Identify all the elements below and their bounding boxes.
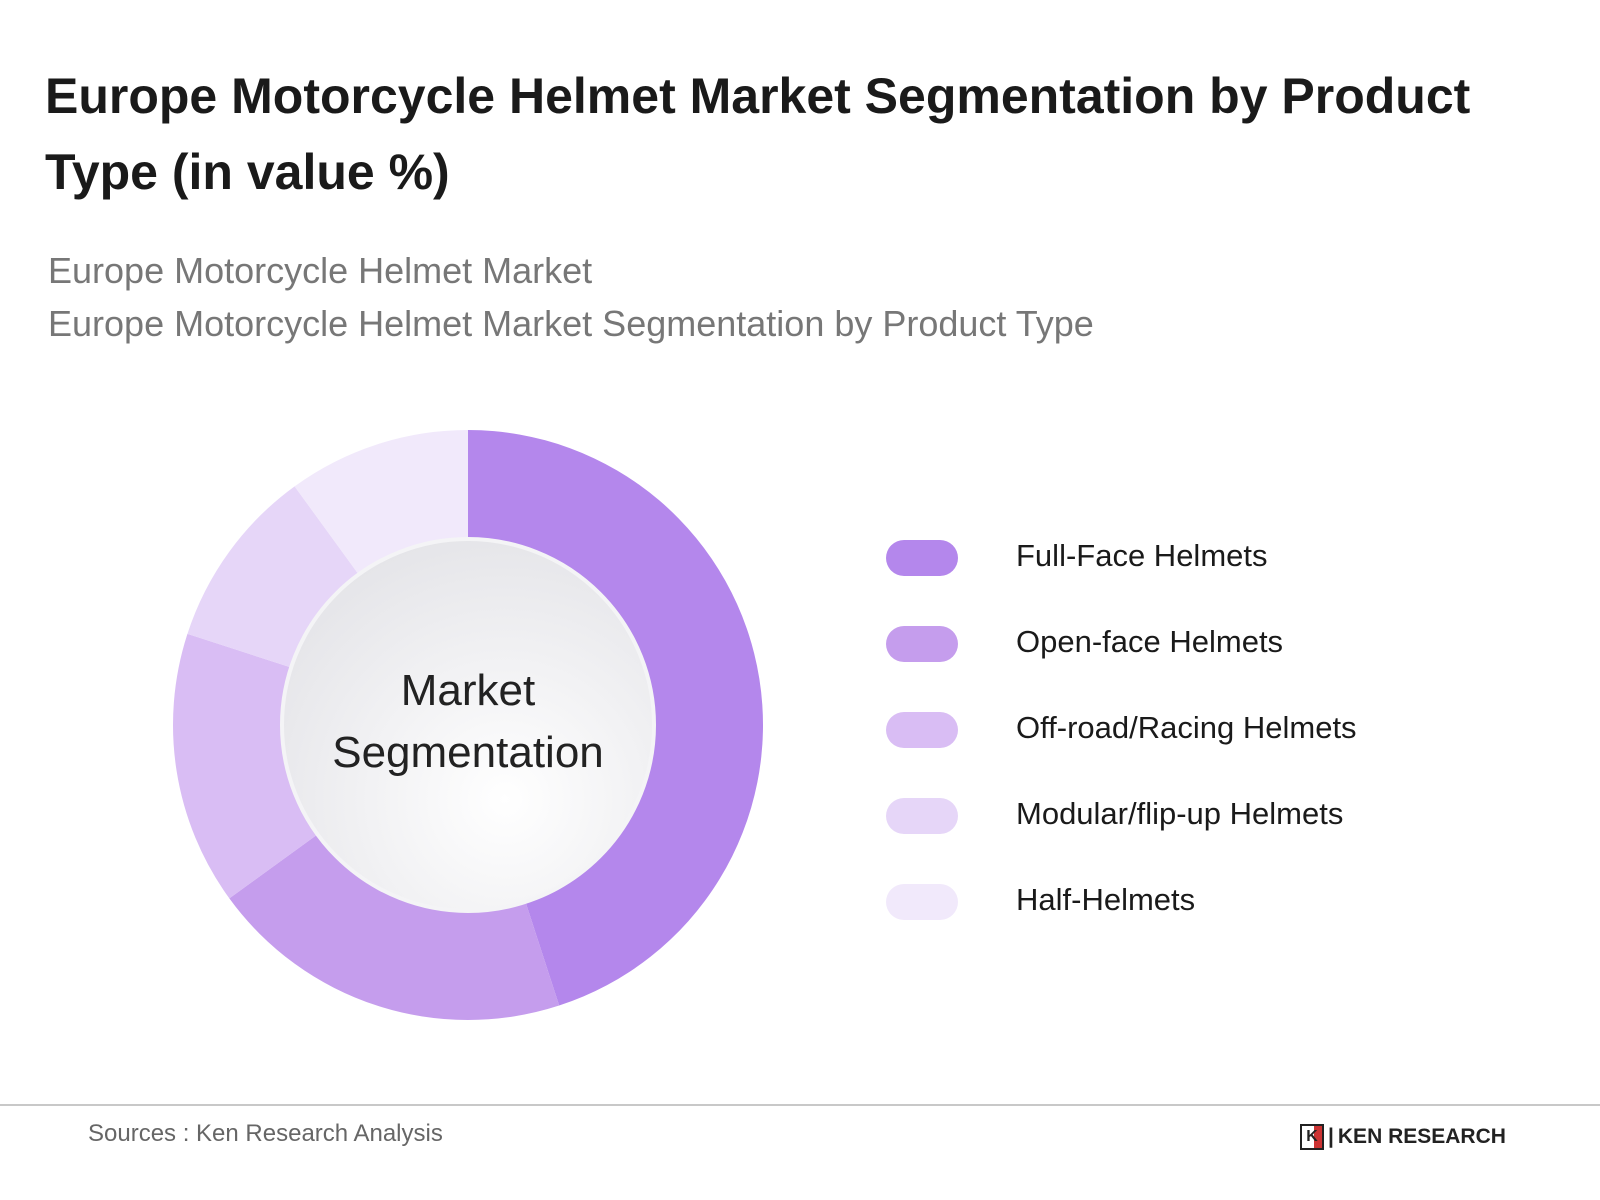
subtitle-1: Europe Motorcycle Helmet Market [48, 250, 593, 291]
center-label-line-1: Market [400, 666, 536, 715]
legend-swatch [886, 798, 958, 834]
legend-item: Open-face Helmets [886, 624, 1486, 666]
legend-swatch [886, 626, 958, 662]
ken-research-logo: K | KEN RESEARCH [1300, 1124, 1506, 1150]
center-label: Market Segmentation [288, 660, 648, 784]
slice-half-helmets [294, 430, 468, 575]
legend-item: Modular/flip-up Helmets [886, 796, 1486, 838]
legend-swatch [886, 712, 958, 748]
legend-item: Off-road/Racing Helmets [886, 710, 1486, 752]
legend-label: Modular/flip-up Helmets [1016, 796, 1344, 831]
legend-swatch [886, 540, 958, 576]
subtitle-2: Europe Motorcycle Helmet Market Segmenta… [48, 303, 1094, 344]
slice-open-face-helmets [229, 834, 560, 1020]
divider [0, 1104, 1600, 1106]
slice-off-road-racing-helmets [173, 633, 318, 899]
donut-center [280, 537, 656, 913]
legend-item: Half-Helmets [886, 882, 1486, 924]
legend-label: Half-Helmets [1016, 882, 1196, 917]
legend-item: Full-Face Helmets [886, 538, 1486, 580]
legend-label: Open-face Helmets [1016, 624, 1284, 659]
source-note: Sources : Ken Research Analysis [88, 1120, 443, 1147]
center-label-line-2: Segmentation [332, 728, 604, 777]
logo-k-icon: K [1300, 1124, 1324, 1150]
legend-label: Off-road/Racing Helmets [1016, 710, 1357, 745]
logo-text: KEN RESEARCH [1337, 1125, 1506, 1148]
slice-full-face-helmets [468, 430, 763, 1006]
legend-swatch [886, 884, 958, 920]
slice-modular-flip-up-helmets [187, 486, 359, 668]
legend-label: Full-Face Helmets [1016, 538, 1268, 573]
page-title: Europe Motorcycle Helmet Market Segmenta… [45, 68, 1471, 200]
